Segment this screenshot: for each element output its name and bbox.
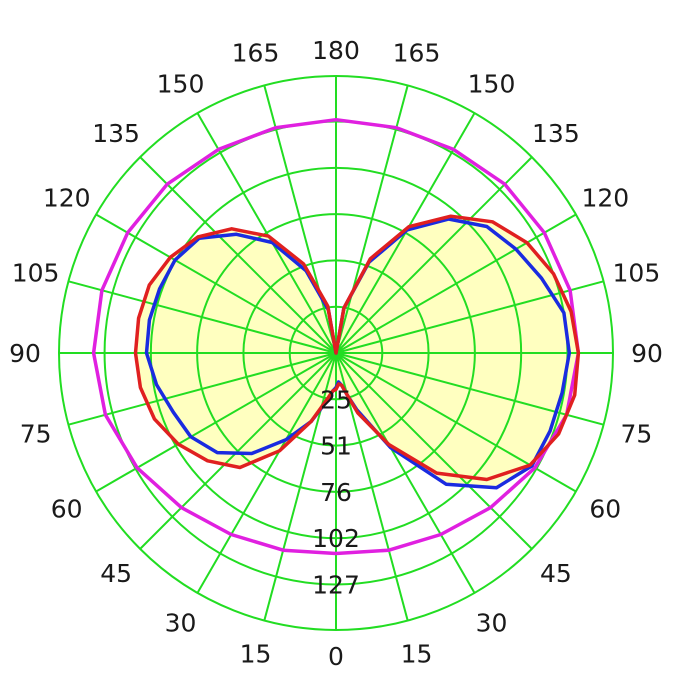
angle-tick-label: 30: [476, 608, 508, 637]
angle-tick-label: 165: [232, 39, 280, 68]
angle-tick-label: 30: [165, 608, 197, 637]
series-layer: [91, 117, 581, 556]
radial-tick-label: 127: [312, 570, 360, 599]
grid-spoke: [335, 213, 577, 354]
angle-tick-label: 45: [100, 559, 132, 588]
angle-tick-label: 105: [613, 259, 661, 288]
angle-tick-label: 120: [43, 184, 91, 213]
grid-spoke: [95, 213, 337, 354]
angle-tick-label: 60: [51, 495, 83, 524]
angle-tick-label: 165: [393, 39, 441, 68]
grid-spoke: [335, 352, 533, 550]
angle-tick-label: 15: [401, 639, 433, 668]
angle-tick-label: 15: [240, 639, 272, 668]
grid-spoke: [263, 352, 337, 621]
grid-spoke: [68, 352, 337, 426]
grid-spoke: [335, 85, 409, 354]
angle-tick-label: 150: [157, 70, 205, 99]
grid-spoke: [139, 352, 337, 550]
angle-tick-label: 75: [20, 420, 52, 449]
angle-tick-label: 135: [532, 119, 580, 148]
grid-spoke: [68, 280, 337, 354]
grid-spoke: [139, 156, 337, 354]
radial-tick-label: 102: [312, 524, 360, 553]
grid-spoke: [196, 112, 337, 354]
grid-spoke: [335, 352, 604, 426]
series-line-red: [133, 214, 581, 482]
radial-tick-label: 25: [320, 385, 352, 414]
angle-tick-label: 60: [589, 495, 621, 524]
angle-tick-label: 180: [312, 36, 360, 65]
radial-tick-label: 76: [320, 478, 352, 507]
grid-spoke: [335, 156, 533, 354]
grid-spoke: [263, 85, 337, 354]
grid-spoke: [335, 352, 476, 594]
grid-spoke: [196, 352, 337, 594]
polar-grid: [58, 75, 614, 631]
angle-tick-label: 135: [92, 119, 140, 148]
grid-spoke: [335, 280, 604, 354]
radial-tick-label: 51: [320, 432, 352, 461]
angle-tick-label: 0: [328, 642, 344, 671]
angle-tick-label: 90: [631, 339, 663, 368]
label-layer: 15 15 30 30 45 45 60 60 75 75 90 90 105 105 120 120 135 1…: [9, 36, 663, 671]
angle-tick-label: 75: [620, 420, 652, 449]
angle-tick-label: 90: [9, 339, 41, 368]
series-line-magenta: [91, 117, 581, 556]
angle-tick-label: 45: [540, 559, 572, 588]
angle-tick-label: 120: [581, 184, 629, 213]
angle-tick-label: 105: [12, 259, 60, 288]
angle-tick-label: 150: [468, 70, 516, 99]
